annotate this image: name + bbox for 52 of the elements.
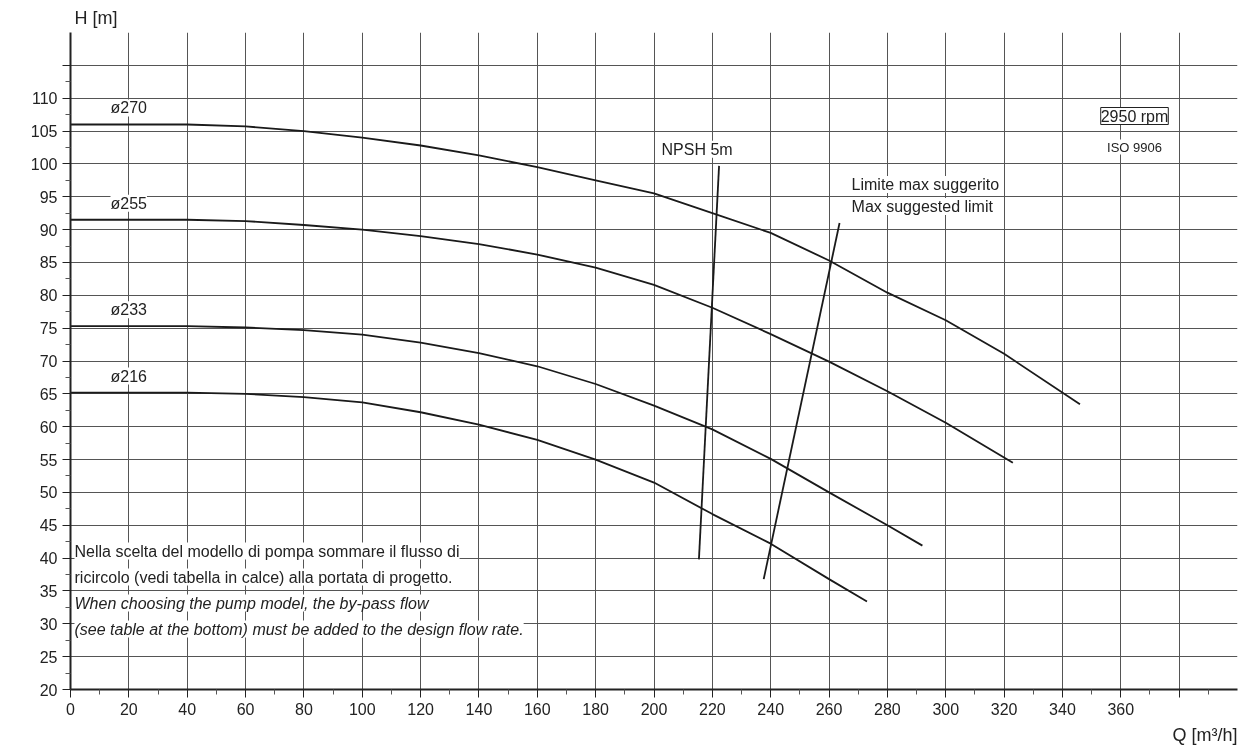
x-tick-label: 120 xyxy=(407,700,435,718)
series-label: ø216 xyxy=(110,367,148,385)
x-tick-label: 360 xyxy=(1107,700,1135,718)
x-tick-label: 60 xyxy=(236,700,255,718)
y-tick-label: 40 xyxy=(39,550,58,568)
y-tick-label: 100 xyxy=(30,155,58,173)
x-tick-label: 340 xyxy=(1049,700,1076,718)
x-tick-label: 240 xyxy=(757,700,785,718)
x-tick-label: 260 xyxy=(815,700,843,718)
x-tick-label: 100 xyxy=(348,700,376,718)
y-tick-label: 85 xyxy=(39,254,58,272)
y-tick-label: 35 xyxy=(39,582,58,600)
annotation: (see table at the bottom) must be added to the design flow rate. xyxy=(74,620,524,638)
x-axis-title: Q [m³/h] xyxy=(1172,724,1238,745)
series-label: NPSH 5m xyxy=(661,140,733,158)
x-tick-label: 220 xyxy=(699,700,726,718)
series-label: ø270 xyxy=(110,99,148,117)
annotation: ricircolo (vedi tabella in calce) alla portata di progetto. xyxy=(74,568,453,586)
y-tick-label: 45 xyxy=(39,517,58,535)
x-tick-label: 300 xyxy=(932,700,960,718)
y-axis-title: H [m] xyxy=(74,7,118,28)
series-label: ø255 xyxy=(110,194,148,212)
y-tick-label: 75 xyxy=(39,320,58,338)
series-label: ø233 xyxy=(110,301,148,319)
y-tick-label: 65 xyxy=(39,385,58,403)
series-label: Limite max suggerito Max suggested limit xyxy=(851,176,1000,216)
x-tick-label: 40 xyxy=(178,700,197,718)
x-tick-label: 0 xyxy=(66,700,76,718)
annotation: ISO 9906 xyxy=(1107,139,1162,155)
text: 2950 rpm xyxy=(1100,107,1169,125)
y-tick-label: 110 xyxy=(31,90,58,108)
y-tick-label: 105 xyxy=(30,123,58,141)
x-tick-label: 20 xyxy=(119,700,138,718)
x-tick-label: 180 xyxy=(582,700,610,718)
annotation: Nella scelta del modello di pompa sommare il flusso di xyxy=(74,542,460,560)
x-tick-label: 200 xyxy=(640,700,668,718)
y-tick-label: 95 xyxy=(39,188,58,206)
x-tick-label: 280 xyxy=(874,700,901,718)
y-tick-label: 90 xyxy=(39,221,58,239)
y-tick-label: 70 xyxy=(39,353,58,370)
y-tick-label: 55 xyxy=(39,451,58,469)
y-tick-label: 80 xyxy=(39,287,58,305)
y-tick-label: 60 xyxy=(39,418,58,436)
x-tick-label: 160 xyxy=(523,700,551,718)
x-tick-label: 320 xyxy=(990,700,1018,718)
y-tick-label: 50 xyxy=(39,484,58,502)
annotation: When choosing the pump model, the by-pass flow xyxy=(74,594,430,612)
y-tick-label: 30 xyxy=(39,615,58,633)
y-tick-label: 25 xyxy=(39,648,58,666)
x-tick-label: 140 xyxy=(465,700,493,718)
y-tick-label: 20 xyxy=(39,681,58,699)
x-tick-label: 80 xyxy=(295,700,313,718)
